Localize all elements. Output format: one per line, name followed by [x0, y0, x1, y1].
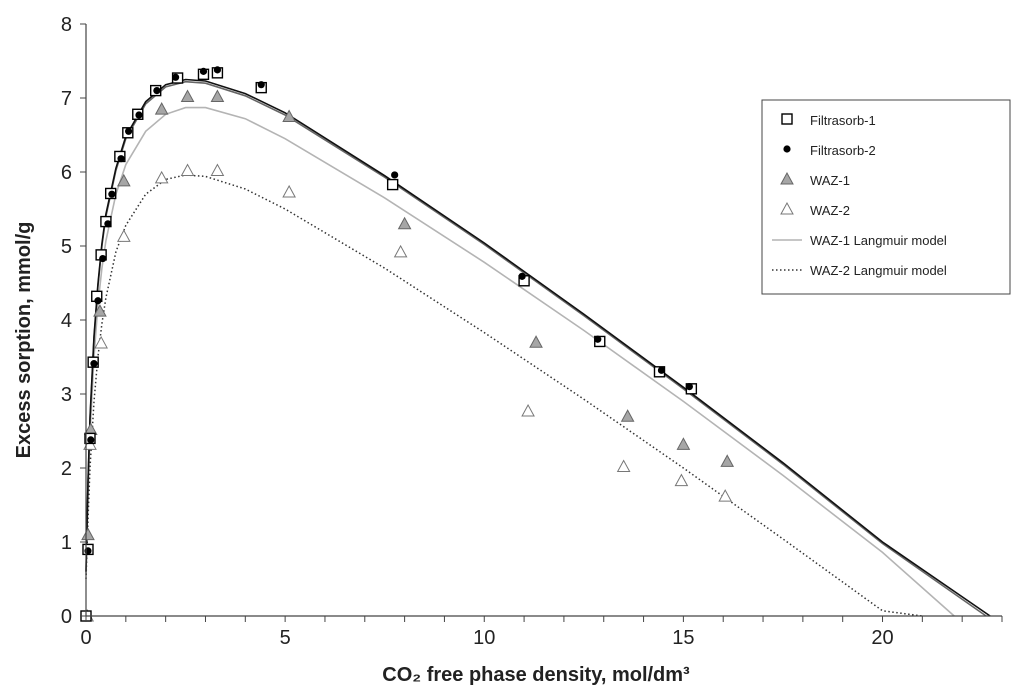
data-point	[213, 66, 222, 74]
filtrasorb-2-series	[84, 66, 693, 555]
y-tick-label: 4	[61, 310, 72, 332]
data-point	[718, 489, 733, 502]
data-point	[282, 184, 296, 198]
y-tick-label: 0	[61, 606, 72, 628]
legend-label: WAZ-1	[810, 173, 850, 188]
legend-label: WAZ-2	[810, 203, 850, 218]
y-tick-label: 7	[61, 88, 72, 110]
data-point	[620, 409, 635, 422]
data-point	[393, 244, 408, 258]
legend-marker	[781, 113, 793, 125]
filtrasorb-1-series	[80, 67, 698, 622]
legend-label: Filtrasorb-1	[810, 113, 876, 128]
data-point	[153, 87, 161, 95]
axes	[80, 23, 1003, 622]
data-point	[93, 304, 107, 317]
data-point	[674, 473, 689, 487]
data-point	[529, 335, 543, 348]
legend-label: Filtrasorb-2	[810, 143, 876, 158]
waz-1-langmuir-model-line	[85, 106, 955, 617]
x-tick-label: 20	[871, 627, 893, 649]
data-point	[154, 170, 169, 184]
data-point	[391, 171, 399, 179]
data-point	[108, 190, 116, 198]
legend-marker	[780, 201, 794, 215]
data-point	[397, 216, 412, 230]
waz-2-langmuir-model-line	[85, 174, 923, 617]
data-point	[210, 89, 225, 103]
data-point	[180, 163, 195, 177]
x-tick-label: 5	[280, 627, 291, 649]
data-point	[135, 111, 143, 119]
data-point	[81, 527, 95, 541]
waz-1-series	[81, 89, 735, 541]
x-tick-label: 10	[473, 627, 495, 649]
data-point	[521, 403, 535, 417]
data-point	[720, 454, 735, 467]
data-point	[180, 89, 195, 103]
data-point	[90, 360, 98, 368]
data-point	[104, 220, 112, 228]
data-point	[172, 73, 180, 81]
waz-2-series	[80, 163, 733, 622]
data-point	[282, 109, 296, 122]
y-tick-label: 6	[61, 162, 72, 184]
y-tick-label: 5	[61, 236, 72, 258]
data-point	[94, 335, 108, 349]
legend-label: WAZ-1 Langmuir model	[810, 233, 947, 248]
data-point	[386, 178, 399, 191]
legend-box	[761, 99, 1011, 295]
y-tick-label: 8	[61, 14, 72, 36]
data-point	[676, 437, 691, 450]
x-tick-label: 15	[672, 627, 694, 649]
data-point	[518, 272, 526, 280]
y-axis-title: Excess sorption, mmol/g	[13, 222, 35, 459]
legend-label: WAZ-2 Langmuir model	[810, 263, 947, 278]
data-point	[154, 102, 169, 115]
data-point	[594, 335, 602, 343]
data-point	[117, 155, 125, 163]
y-tick-label: 2	[61, 458, 72, 480]
plot-area	[80, 66, 991, 622]
tick-labels: 0 1 2 3 4 5 6 7 8 0 5 10 15 20	[61, 14, 894, 649]
data-point	[94, 297, 102, 305]
data-point	[685, 383, 693, 391]
data-point	[125, 127, 133, 135]
data-point	[210, 163, 225, 177]
legend-marker	[783, 145, 791, 153]
data-point	[616, 459, 631, 473]
data-point	[99, 254, 107, 263]
data-point	[116, 229, 131, 242]
data-point	[87, 436, 95, 444]
data-point	[199, 67, 208, 75]
y-tick-label: 1	[61, 532, 72, 554]
x-axis-title: CO₂ free phase density, mol/dm³	[382, 664, 690, 686]
y-tick-label: 3	[61, 384, 72, 406]
legend: Filtrasorb-1 Filtrasorb-2 WAZ-1 WAZ-2 WAZ-1 …	[761, 99, 1011, 295]
data-point	[657, 366, 666, 374]
data-point	[116, 173, 131, 187]
x-tick-label: 0	[80, 627, 91, 649]
data-point	[257, 81, 265, 89]
legend-marker	[780, 171, 794, 185]
